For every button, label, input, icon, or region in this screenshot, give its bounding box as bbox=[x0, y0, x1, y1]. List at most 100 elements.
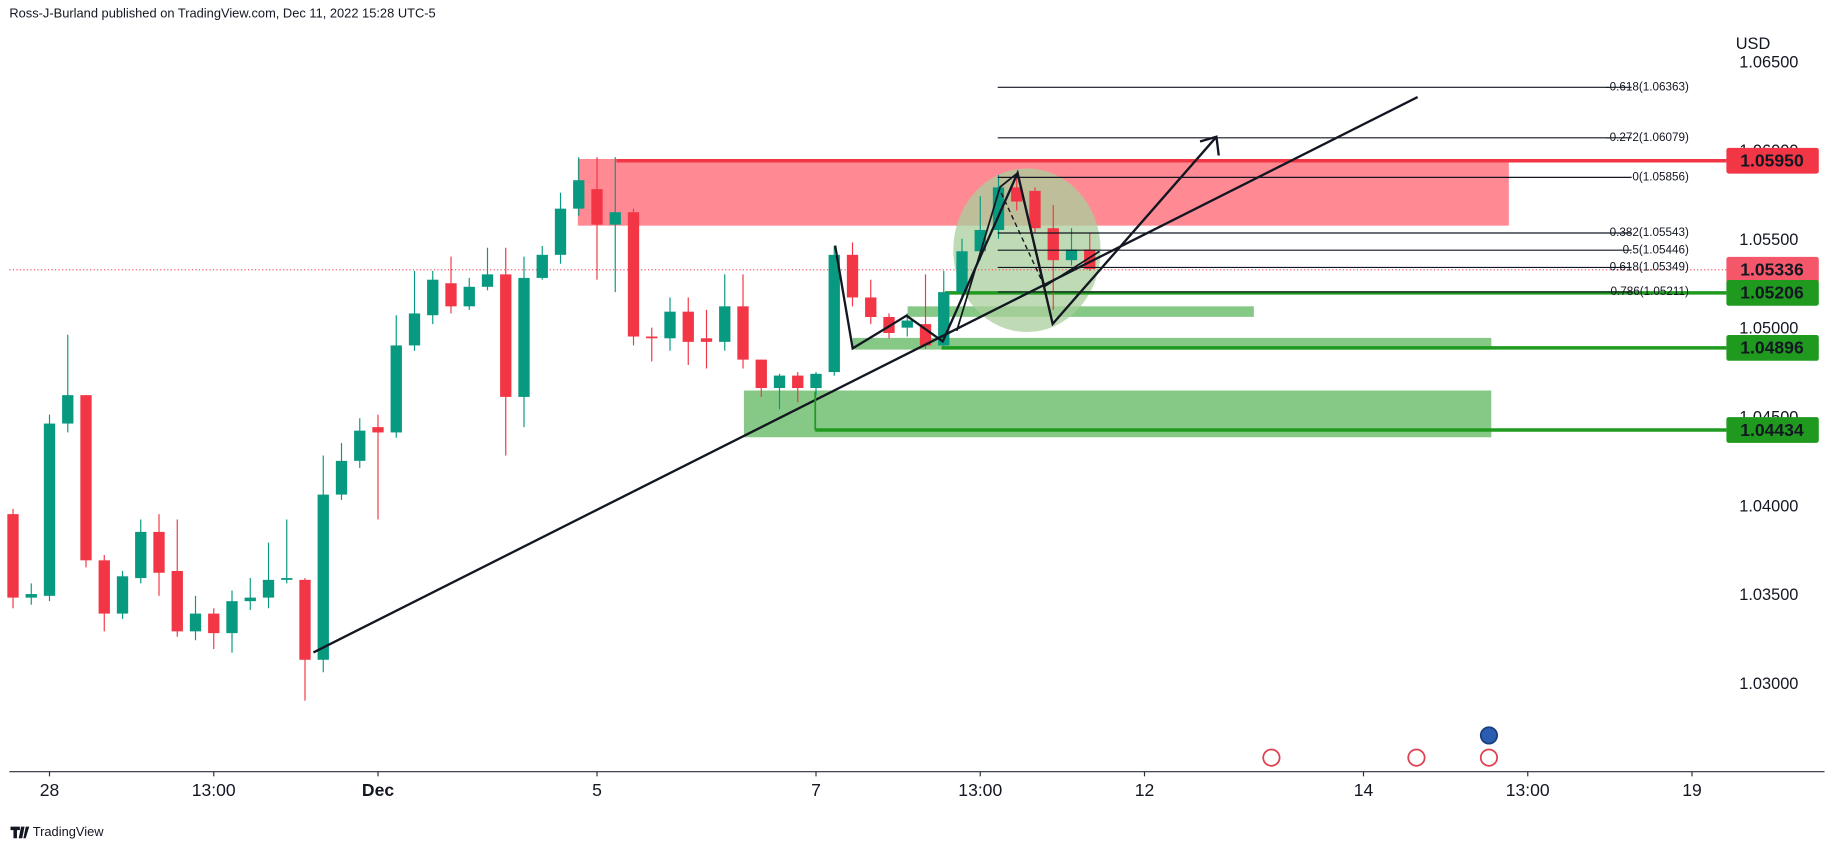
candle-body bbox=[719, 306, 731, 342]
candle-body bbox=[1029, 190, 1041, 229]
candle-body bbox=[171, 570, 183, 632]
price-label-box bbox=[1726, 279, 1819, 306]
fib-label: 0.786(1.05211) bbox=[1611, 285, 1690, 298]
candle-body bbox=[810, 373, 822, 389]
candle-body bbox=[445, 283, 457, 307]
y-tick-label: 1.05500 bbox=[1739, 231, 1798, 249]
candle-body bbox=[354, 430, 366, 461]
candle-body bbox=[627, 212, 640, 337]
candle-body bbox=[481, 274, 494, 287]
candle-body bbox=[500, 274, 512, 397]
y-tick-label: 1.03500 bbox=[1739, 586, 1798, 604]
candle-body bbox=[664, 311, 676, 339]
candle-body bbox=[427, 279, 439, 316]
axes: 1.030001.035001.040001.045001.050001.055… bbox=[40, 53, 1819, 800]
edge bbox=[1824, 0, 1834, 850]
x-tick-label: 5 bbox=[592, 780, 602, 800]
candle-body bbox=[25, 594, 37, 598]
publisher-line: Ross-J-Burland published on TradingView.… bbox=[9, 5, 435, 20]
fib-label: 0.382(1.05543) bbox=[1610, 226, 1689, 239]
candle-body bbox=[682, 311, 694, 342]
candle-body bbox=[536, 254, 548, 278]
candle-body bbox=[700, 338, 713, 342]
watermark: TradingView bbox=[33, 824, 104, 839]
fib-label: -0.618(1.06363) bbox=[1606, 80, 1689, 93]
candle-body bbox=[408, 313, 421, 346]
candle-body bbox=[299, 579, 311, 660]
levels bbox=[9, 158, 1727, 432]
candle-body bbox=[7, 514, 19, 598]
candle-body bbox=[755, 359, 767, 389]
y-tick-label: 1.04000 bbox=[1739, 497, 1798, 515]
candle-body bbox=[554, 208, 567, 255]
x-tick-label: 19 bbox=[1682, 780, 1702, 800]
candle-body bbox=[992, 187, 1005, 230]
price-label-box bbox=[1726, 417, 1819, 443]
candle-body bbox=[956, 251, 968, 293]
candle-body bbox=[189, 613, 202, 632]
demand-zone bbox=[907, 306, 1254, 317]
candle-body bbox=[244, 597, 256, 602]
x-tick-label: 14 bbox=[1354, 780, 1374, 800]
candle-body bbox=[1084, 249, 1096, 270]
fib-label: 0.618(1.05349) bbox=[1610, 261, 1689, 274]
candle-body bbox=[463, 286, 475, 307]
candle-body bbox=[281, 578, 293, 580]
event-icon[interactable] bbox=[1479, 726, 1499, 745]
event-icon[interactable] bbox=[1262, 748, 1281, 767]
candle-body bbox=[43, 423, 56, 596]
event-icon[interactable] bbox=[1479, 748, 1499, 767]
candle-body bbox=[1047, 228, 1059, 261]
candle-body bbox=[773, 375, 786, 389]
y-tick-label: 1.03000 bbox=[1739, 675, 1798, 693]
x-tick-label: 7 bbox=[811, 780, 821, 800]
fib-label: -0.272(1.06079) bbox=[1606, 131, 1689, 144]
candle-body bbox=[116, 576, 129, 614]
candle-body bbox=[135, 531, 147, 579]
x-tick-label: 13:00 bbox=[1506, 780, 1550, 800]
x-tick-label: Dec bbox=[362, 780, 394, 800]
candle-body bbox=[262, 579, 275, 598]
fib-levels: -0.618(1.06363) -0.272(1.06079) 0(1.05856)… bbox=[997, 80, 1690, 298]
candle-body bbox=[1065, 249, 1078, 261]
price-label: 1.05336 bbox=[1740, 260, 1804, 280]
x-tick-label: 13:00 bbox=[958, 780, 1002, 800]
price-label-box bbox=[1726, 256, 1819, 283]
currency-label: USD bbox=[1736, 35, 1771, 53]
candle-body bbox=[828, 254, 840, 373]
x-tick-label: 13:00 bbox=[192, 780, 236, 800]
candle-body bbox=[98, 560, 110, 614]
candle-body bbox=[591, 189, 603, 225]
candle-body bbox=[80, 395, 92, 561]
price-label-box bbox=[1726, 147, 1819, 174]
events bbox=[1262, 726, 1499, 767]
candle-body bbox=[372, 427, 384, 433]
candle-body bbox=[390, 345, 402, 433]
trend-line bbox=[312, 95, 1419, 654]
candle-body bbox=[846, 254, 859, 298]
demand-zone bbox=[852, 337, 1492, 350]
arrow-head bbox=[1199, 135, 1220, 156]
candle-body bbox=[919, 324, 932, 346]
candle-body bbox=[518, 277, 530, 397]
candle-body bbox=[901, 320, 913, 328]
logo bbox=[10, 826, 30, 839]
candle-body bbox=[938, 292, 950, 346]
candle-body bbox=[609, 212, 621, 225]
candle-body bbox=[208, 613, 220, 634]
candle-body bbox=[335, 460, 348, 495]
pattern-line bbox=[833, 136, 1218, 351]
price-label: 1.05206 bbox=[1740, 283, 1804, 303]
candle-body bbox=[1011, 187, 1023, 202]
x-tick-label: 28 bbox=[40, 780, 60, 800]
y-tick-label: 1.05000 bbox=[1739, 320, 1798, 338]
candle-body bbox=[573, 180, 585, 209]
x-tick-label: 12 bbox=[1135, 780, 1155, 800]
price-label: 1.05950 bbox=[1740, 151, 1804, 171]
candles bbox=[7, 157, 1096, 701]
candle-body bbox=[317, 494, 329, 660]
event-icon[interactable] bbox=[1407, 748, 1426, 767]
dashed-line bbox=[1000, 192, 1046, 287]
